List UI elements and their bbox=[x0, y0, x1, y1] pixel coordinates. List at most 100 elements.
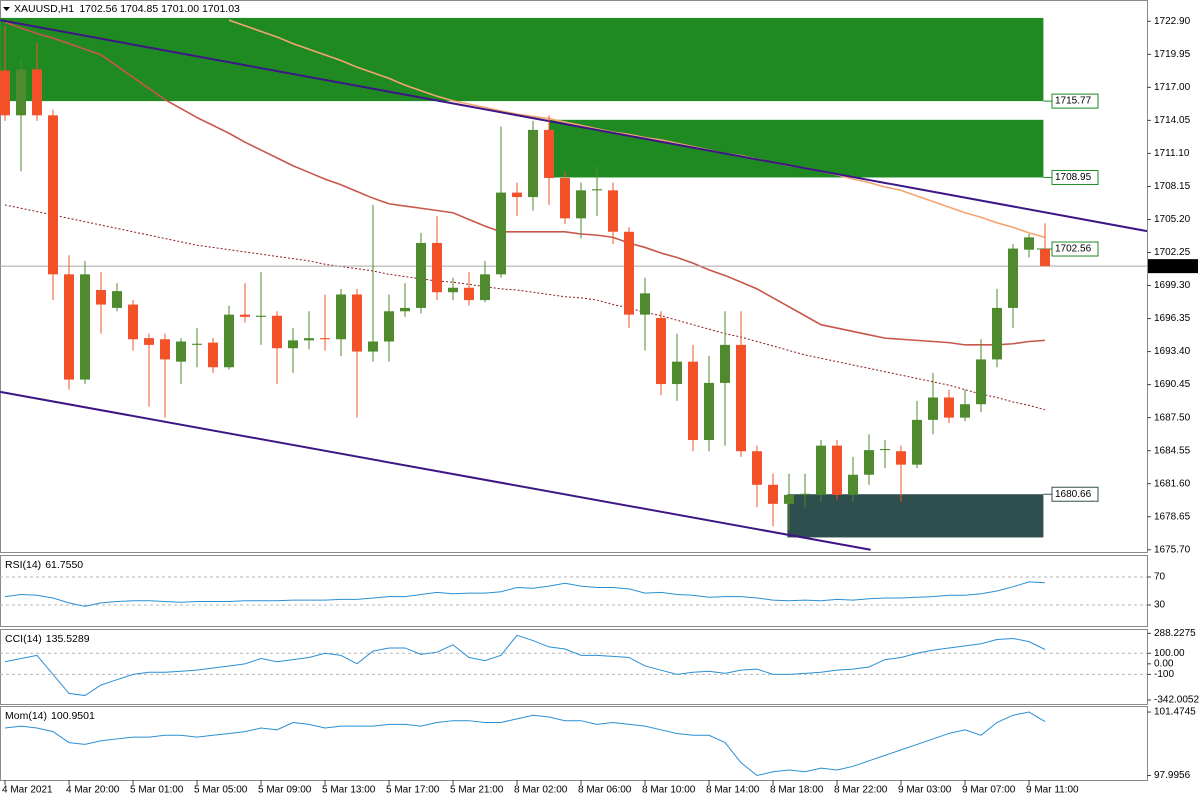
candle-body bbox=[656, 317, 666, 385]
symbol-menu-arrow[interactable] bbox=[3, 7, 10, 11]
indicator-line bbox=[4, 711, 1046, 777]
symbol-title: XAUUSD,H1 bbox=[14, 3, 74, 15]
chart-header: XAUUSD,H1 1702.56 1704.85 1701.00 1701.03 bbox=[14, 3, 240, 15]
candle-body bbox=[224, 314, 234, 368]
candle-body bbox=[528, 129, 538, 198]
candle-body bbox=[592, 189, 602, 191]
candle-body bbox=[704, 382, 714, 441]
y-tick-label: -342.0052 bbox=[1154, 695, 1199, 706]
indicator-title: CCI(14) bbox=[5, 633, 42, 645]
candle-body bbox=[624, 231, 634, 315]
indicator-header: CCI(14) 135.5289 bbox=[5, 633, 90, 645]
candle-body bbox=[976, 359, 986, 405]
moving-average bbox=[4, 21, 1046, 346]
zone bbox=[0, 17, 1044, 102]
zone bbox=[787, 494, 1044, 538]
zone bbox=[549, 119, 1044, 178]
y-tick-label: 1675.70 bbox=[1154, 544, 1191, 555]
x-tick-label: 4 Mar 20:00 bbox=[66, 785, 120, 796]
candle-body bbox=[944, 397, 954, 418]
x-tick-label: 9 Mar 07:00 bbox=[962, 785, 1016, 796]
candle-body bbox=[640, 293, 650, 315]
candle-body bbox=[240, 314, 250, 317]
candle-body bbox=[416, 242, 426, 308]
candle-body bbox=[384, 311, 394, 342]
candle-body bbox=[176, 341, 186, 362]
candle-body bbox=[448, 287, 458, 293]
main-panel-frame bbox=[0, 0, 1148, 553]
candle-body bbox=[128, 304, 138, 340]
x-tick-label: 5 Mar 21:00 bbox=[450, 785, 504, 796]
candle-body bbox=[368, 341, 378, 352]
y-tick-label: 1690.45 bbox=[1154, 379, 1191, 390]
candle-body bbox=[432, 242, 442, 293]
candle-body bbox=[496, 192, 506, 275]
indicator-title: Mom(14) bbox=[5, 710, 47, 722]
candle-body bbox=[208, 342, 218, 368]
y-tick-label: 1699.30 bbox=[1154, 280, 1191, 291]
candle-body bbox=[272, 315, 282, 349]
candle-body bbox=[16, 69, 26, 116]
candle-body bbox=[1024, 237, 1034, 250]
quote: 1702.56 1704.85 1701.00 1701.03 bbox=[79, 3, 240, 15]
candle-body bbox=[992, 307, 1002, 360]
candle-body bbox=[256, 315, 266, 317]
indicator-line bbox=[4, 634, 1046, 697]
candle-body bbox=[864, 450, 874, 475]
candle-body bbox=[880, 448, 890, 451]
candle-body bbox=[32, 69, 42, 116]
x-tick-label: 8 Mar 02:00 bbox=[514, 785, 568, 796]
y-tick-label: 1705.20 bbox=[1154, 214, 1191, 225]
candle-body bbox=[896, 451, 906, 465]
x-tick-label: 8 Mar 14:00 bbox=[706, 785, 760, 796]
candle-body bbox=[336, 294, 346, 340]
candle-body bbox=[672, 361, 682, 385]
cci-panel-frame bbox=[0, 629, 1148, 705]
bid-tag-label: 1701.03 bbox=[1154, 261, 1191, 272]
candle-body bbox=[848, 474, 858, 495]
zone-tag-box bbox=[1051, 93, 1099, 109]
candle-body bbox=[80, 274, 90, 380]
open-tag-box bbox=[1051, 241, 1099, 257]
y-tick-label: 100.00 bbox=[1154, 648, 1185, 659]
candle-body bbox=[800, 493, 810, 495]
zone-tag-label: 1680.66 bbox=[1055, 489, 1092, 500]
x-tick-label: 5 Mar 17:00 bbox=[386, 785, 440, 796]
candle-body bbox=[576, 190, 586, 219]
candle-body bbox=[464, 287, 474, 301]
open-tag-label: 1702.56 bbox=[1055, 244, 1092, 255]
y-tick-label: 1681.60 bbox=[1154, 478, 1191, 489]
indicator-line bbox=[4, 581, 1046, 607]
trendline bbox=[0, 390, 871, 551]
mom-panel-frame bbox=[0, 706, 1148, 781]
y-tick-label: 1711.10 bbox=[1154, 148, 1190, 159]
x-tick-label: 5 Mar 09:00 bbox=[258, 785, 312, 796]
moving-average bbox=[4, 204, 1046, 411]
rsi-panel-frame bbox=[0, 555, 1148, 627]
y-tick-label: 288.2275 bbox=[1154, 628, 1196, 639]
candle-body bbox=[816, 445, 826, 495]
candle-body bbox=[144, 338, 154, 345]
trendline bbox=[0, 19, 1147, 233]
candle-body bbox=[560, 178, 570, 219]
candle-body bbox=[608, 190, 618, 232]
y-tick-label: 1678.65 bbox=[1154, 511, 1191, 522]
x-tick-label: 5 Mar 13:00 bbox=[322, 785, 376, 796]
y-tick-label: 1696.35 bbox=[1154, 313, 1191, 324]
y-tick-label: 1717.00 bbox=[1154, 82, 1191, 93]
zone-tag-label: 1708.95 bbox=[1055, 172, 1092, 183]
candle-body bbox=[192, 343, 202, 345]
candle-body bbox=[480, 274, 490, 301]
candle-body bbox=[688, 361, 698, 441]
x-tick-label: 9 Mar 03:00 bbox=[898, 785, 952, 796]
candle-body bbox=[1008, 248, 1018, 308]
candle-body bbox=[720, 344, 730, 383]
x-tick-label: 9 Mar 11:00 bbox=[1026, 785, 1079, 796]
candle-body bbox=[928, 397, 938, 420]
x-tick-label: 8 Mar 10:00 bbox=[642, 785, 696, 796]
candle-body bbox=[1040, 249, 1050, 267]
indicator-value: 61.7550 bbox=[45, 559, 83, 571]
candle-body bbox=[768, 484, 778, 504]
candle-body bbox=[752, 451, 762, 485]
